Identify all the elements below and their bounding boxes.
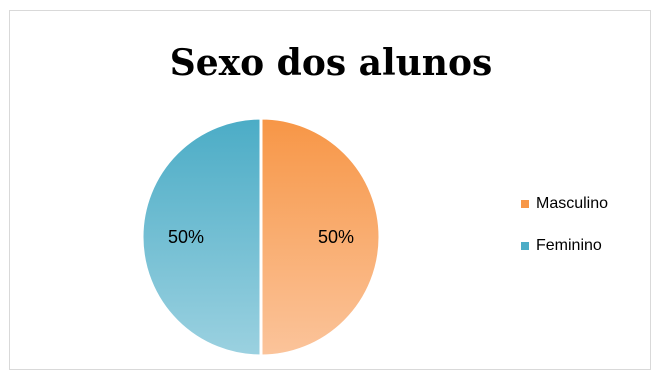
data-label-feminino: 50% [168, 227, 204, 247]
legend-label-feminino: Feminino [536, 237, 602, 254]
chart-title: Sexo dos alunos [169, 42, 493, 84]
legend-swatch-masculino [521, 200, 529, 208]
pie-slice-masculino [259, 116, 382, 358]
legend-label-masculino: Masculino [536, 195, 609, 212]
data-label-masculino: 50% [318, 227, 354, 247]
legend-swatch-feminino [521, 242, 529, 250]
legend-item-masculino: Masculino [521, 194, 608, 214]
legend-item-feminino: Feminino [521, 236, 608, 256]
chart-legend: Masculino Feminino [521, 194, 608, 278]
pie-slice-feminino [140, 116, 263, 358]
